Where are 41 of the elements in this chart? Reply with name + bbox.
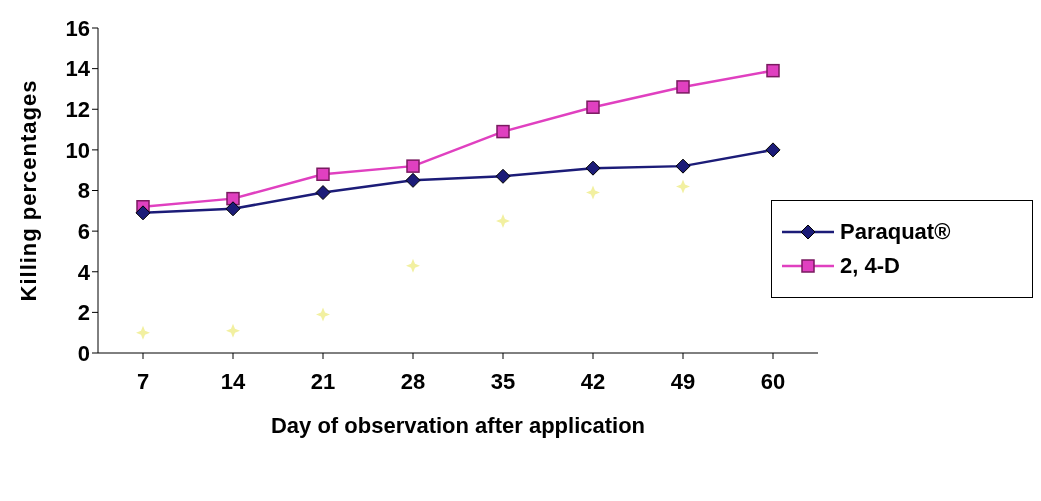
y-tick-label: 10 bbox=[65, 137, 90, 163]
x-axis-title: Day of observation after application bbox=[270, 413, 646, 438]
point bbox=[136, 325, 150, 340]
x-tick-label: 35 bbox=[490, 368, 516, 394]
point bbox=[315, 185, 331, 201]
point bbox=[496, 124, 510, 139]
point bbox=[676, 179, 690, 194]
point bbox=[226, 323, 240, 338]
y-tick-label: 12 bbox=[65, 97, 90, 123]
point bbox=[676, 80, 690, 94]
y-tick-label: 16 bbox=[65, 15, 90, 41]
x-tick-label: 14 bbox=[220, 368, 246, 394]
point bbox=[406, 159, 420, 173]
y-tick-label: 6 bbox=[77, 218, 90, 244]
point bbox=[316, 167, 330, 181]
point bbox=[585, 160, 601, 176]
point bbox=[675, 158, 691, 174]
x-tick-label: 7 bbox=[136, 368, 150, 394]
y-tick-label: 0 bbox=[77, 340, 90, 366]
point bbox=[135, 205, 151, 221]
y-tick-label: 2 bbox=[77, 300, 90, 326]
x-tick-label: 28 bbox=[400, 368, 426, 394]
legend-label: 2, 4-D bbox=[840, 253, 900, 279]
x-tick-label: 49 bbox=[670, 368, 696, 394]
x-tick-label: 60 bbox=[760, 368, 786, 394]
point bbox=[586, 185, 600, 200]
y-tick-label: 4 bbox=[77, 259, 91, 285]
point bbox=[495, 168, 511, 184]
x-tick-label: 21 bbox=[310, 368, 336, 394]
legend-label: Paraquat® bbox=[840, 219, 951, 245]
y-tick-label: 14 bbox=[65, 56, 91, 82]
point bbox=[496, 213, 510, 228]
x-tick-label: 42 bbox=[580, 368, 606, 394]
point bbox=[405, 172, 421, 188]
point bbox=[225, 201, 241, 217]
y-axis-title: Killing percentages bbox=[15, 79, 41, 302]
y-tick-label: 8 bbox=[77, 178, 90, 204]
point bbox=[586, 100, 600, 114]
point bbox=[316, 307, 330, 322]
point bbox=[406, 258, 420, 273]
point bbox=[766, 63, 780, 78]
